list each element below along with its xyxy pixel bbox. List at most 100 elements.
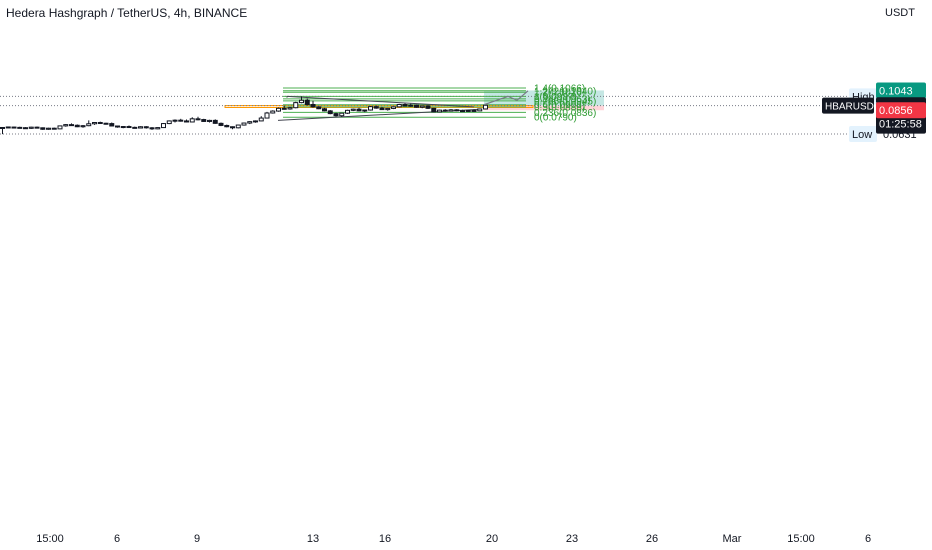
triangle-upper-line xyxy=(286,95,475,108)
candle-down xyxy=(132,126,138,129)
candle-up xyxy=(362,109,368,112)
candle-up xyxy=(477,108,483,112)
fib-level-label: 0.6(0.0908) xyxy=(534,100,585,111)
chart-title: Hedera Hashgraph / TetherUS, 4h, BINANCE xyxy=(6,6,248,20)
projection-path xyxy=(483,90,529,106)
candle-down xyxy=(11,126,17,129)
candle-up xyxy=(155,127,161,130)
low-label: Low xyxy=(852,129,872,141)
candle-up xyxy=(345,109,350,114)
symbol-tag-bg xyxy=(822,97,874,114)
candle-down xyxy=(51,127,57,130)
candle-up xyxy=(166,120,172,125)
fib-level-label: 0.236(0.0836) xyxy=(534,108,596,119)
candle-up xyxy=(172,119,178,122)
candle-up xyxy=(80,125,86,128)
candle-down xyxy=(184,120,189,123)
candle-up xyxy=(339,112,345,117)
candle-down xyxy=(143,126,149,129)
candle-up xyxy=(207,119,212,122)
candle-up xyxy=(120,126,126,129)
candle-up xyxy=(276,107,281,112)
target-zone xyxy=(484,90,604,106)
fib-level-label: 0.5(0.0888) xyxy=(534,102,585,113)
candle-down xyxy=(74,124,80,128)
candle-down xyxy=(322,108,327,112)
target-price-tag: 0.1043 xyxy=(879,85,913,97)
candle-up xyxy=(241,122,247,126)
candle-down xyxy=(97,122,103,125)
candle-down xyxy=(304,99,310,106)
candle-up xyxy=(437,109,442,113)
fib-level-label: 1.2(0.1026) xyxy=(534,88,585,99)
candle-down xyxy=(34,126,40,129)
candle-down xyxy=(402,104,408,107)
candle-up xyxy=(350,108,356,111)
candle-up xyxy=(57,125,63,130)
candle-up xyxy=(28,126,34,129)
candle-up xyxy=(270,110,276,114)
candle-up xyxy=(247,121,253,124)
candle-down xyxy=(431,107,437,113)
fib-level-label: 1.272(0.1040) xyxy=(534,86,596,97)
time-axis-tick: 20 xyxy=(486,533,498,545)
candle-down xyxy=(23,127,28,130)
candle-down xyxy=(373,106,379,109)
candle-down xyxy=(454,109,460,112)
time-axis-tick: 9 xyxy=(194,533,200,545)
candle-down xyxy=(149,127,155,130)
candle-down xyxy=(281,107,287,110)
candle-down xyxy=(109,123,115,127)
low-label-bg xyxy=(849,126,877,143)
candle-down xyxy=(224,124,230,128)
candle-up xyxy=(235,124,241,129)
candle-up xyxy=(264,112,270,119)
candle-down xyxy=(230,126,235,129)
candle-down xyxy=(40,127,46,130)
candle-up xyxy=(287,107,293,110)
candle-up xyxy=(5,126,11,129)
candle-down xyxy=(333,113,339,117)
candle-down xyxy=(425,105,431,109)
candle-up xyxy=(465,109,471,112)
time-axis-tick: 26 xyxy=(646,533,658,545)
candle-down xyxy=(414,104,419,108)
candle-down xyxy=(310,104,316,108)
time-axis-tick: Mar xyxy=(723,533,742,545)
candle-up xyxy=(161,123,166,129)
stop-zone xyxy=(484,105,604,111)
candle-up xyxy=(92,122,97,125)
target-price-tag-bg xyxy=(876,82,926,99)
candle-down xyxy=(442,109,448,112)
candle-down xyxy=(103,122,109,125)
fib-level-label: 1(0.0987) xyxy=(534,92,577,103)
symbol-tag: HBARUSDT xyxy=(825,102,880,113)
candle-up xyxy=(385,107,391,111)
candle-down xyxy=(218,122,224,126)
candle-down xyxy=(471,109,477,112)
candle-up xyxy=(293,102,299,109)
time-axis-tick: 6 xyxy=(114,533,120,545)
candle-up xyxy=(483,104,488,110)
candle-down xyxy=(212,119,218,124)
candle-down xyxy=(178,119,184,122)
candle-up xyxy=(46,127,51,130)
candle-down xyxy=(69,124,74,127)
candle-up xyxy=(138,126,143,129)
fib-level-label: 0.88(0.0963) xyxy=(534,94,591,105)
candle-down xyxy=(17,126,23,129)
candle-up xyxy=(258,117,264,122)
candle-up xyxy=(0,126,5,129)
candle-up xyxy=(189,118,195,123)
fib-level-label: 1.4(0.1066) xyxy=(534,84,585,95)
candle-up xyxy=(419,105,425,108)
countdown-timer: 01:25:58 xyxy=(879,119,922,131)
stop-price-tag: 0.0856 xyxy=(879,105,913,117)
fib-level-label: 0(0.0790) xyxy=(534,113,577,124)
candle-down xyxy=(379,107,385,111)
candle-up xyxy=(253,120,258,123)
candle-down xyxy=(201,119,207,122)
candle-down xyxy=(327,110,333,115)
candle-up xyxy=(368,106,373,111)
